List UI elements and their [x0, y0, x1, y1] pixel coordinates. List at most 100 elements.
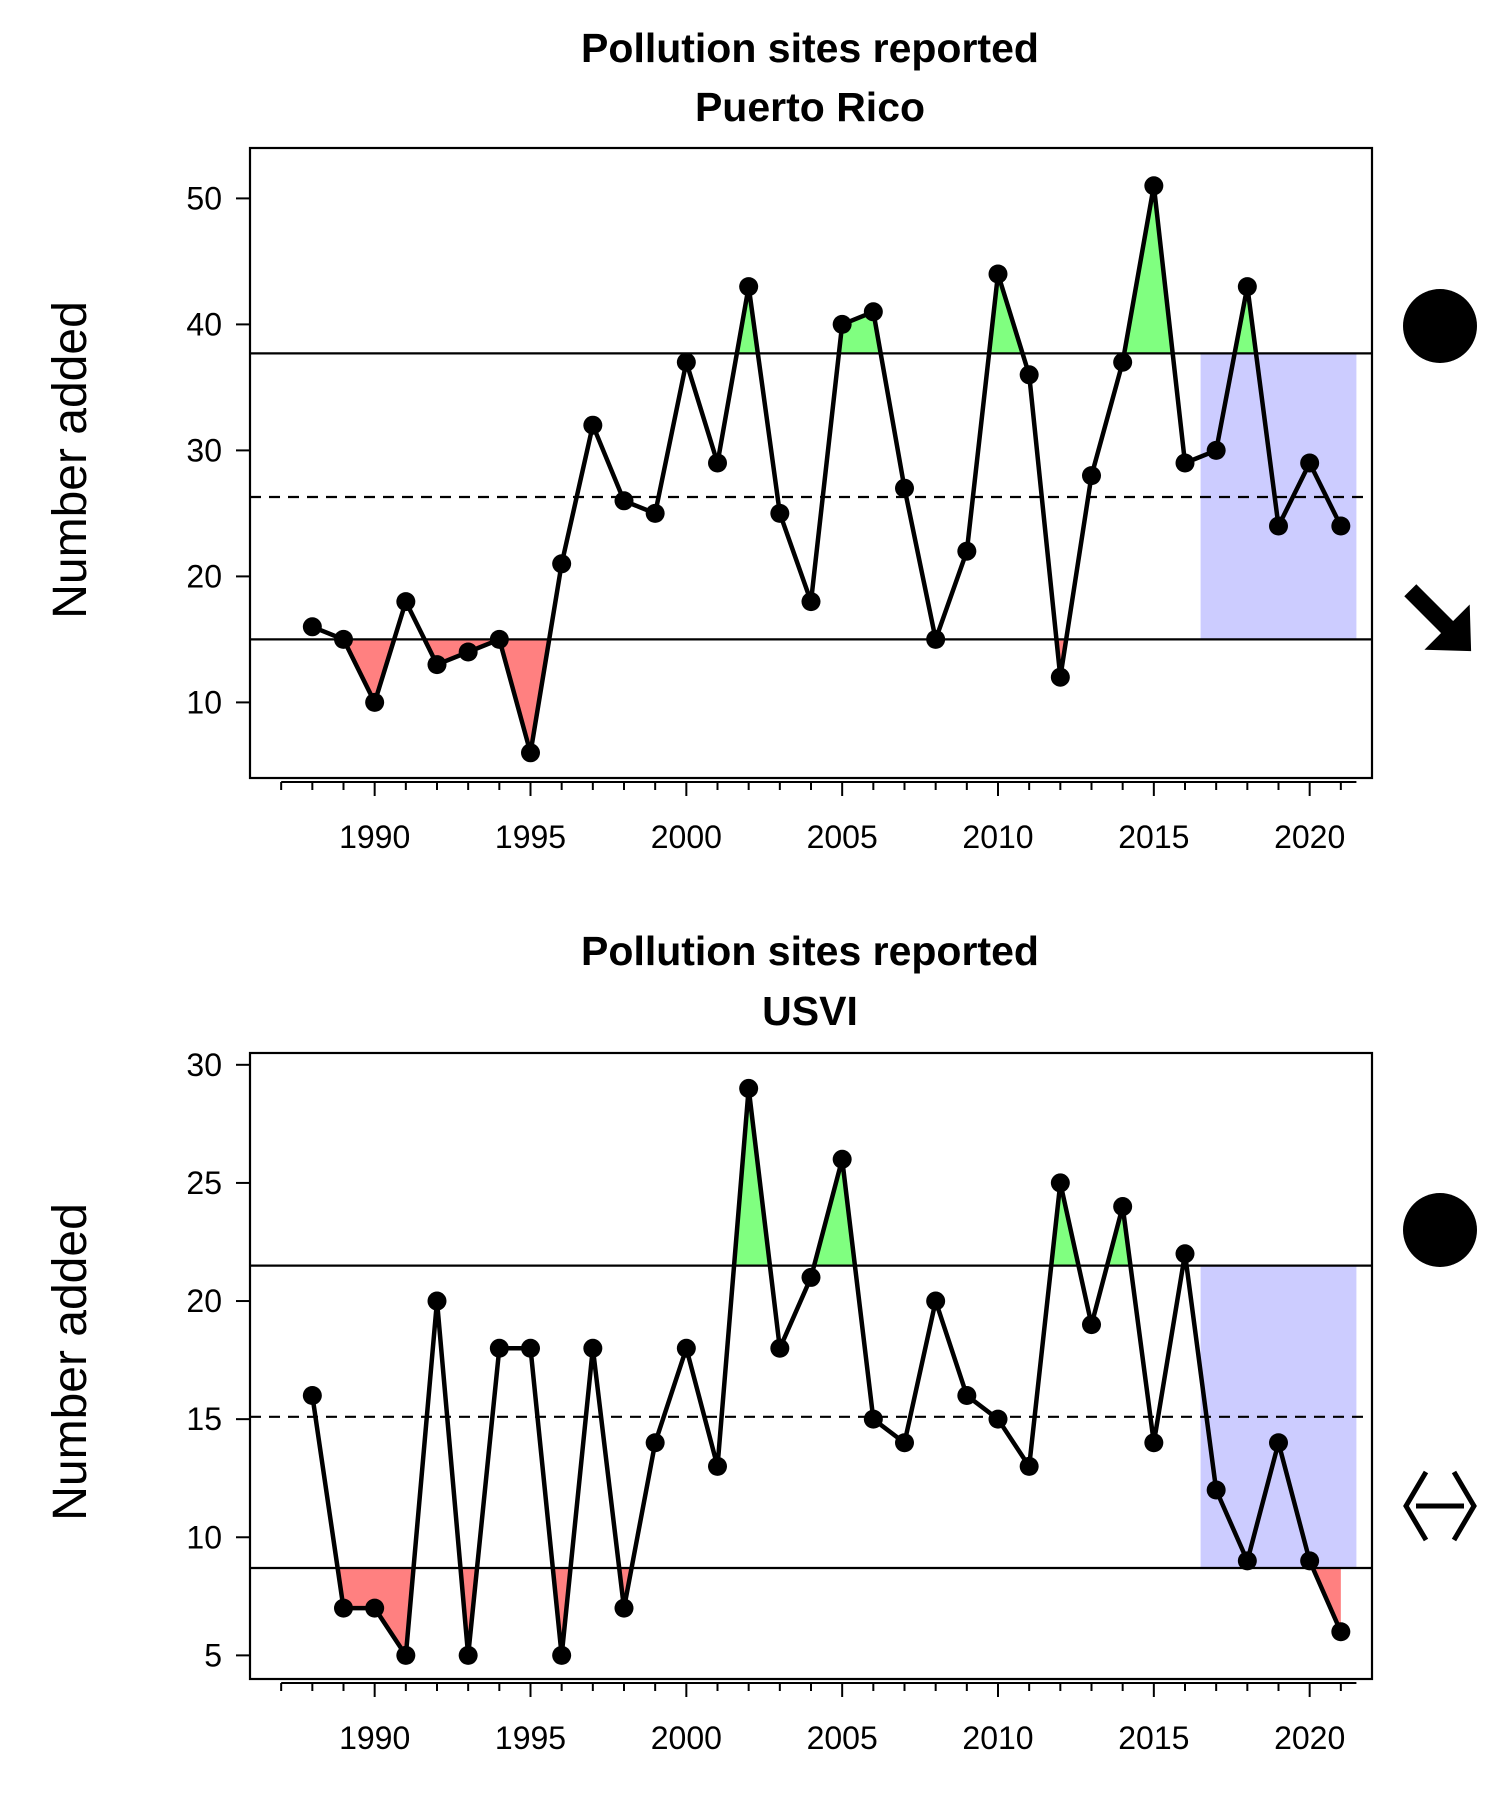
data-point [1050, 1173, 1070, 1193]
y-tick-label: 50 [186, 180, 222, 216]
y-tick-label: 30 [186, 1047, 222, 1083]
data-point [801, 592, 821, 612]
x-tick-label: 2015 [1118, 819, 1189, 855]
chart-subtitle: USVI [762, 988, 858, 1034]
arrow-head-left [1403, 1470, 1429, 1542]
above-upper-sd-region [734, 1088, 770, 1266]
data-point [458, 1645, 478, 1665]
chart-panel-puerto-rico: Pollution sites reported Puerto Rico Num… [44, 25, 1477, 855]
trend-indicator-double-arrow [1403, 1470, 1477, 1542]
data-point [302, 1386, 322, 1406]
data-point [676, 352, 696, 372]
x-axis: 1990 1995 2000 2005 2010 2015 2020 [280, 781, 1357, 855]
data-point [895, 478, 914, 498]
data-point [583, 415, 603, 435]
x-tick-label: 1990 [339, 819, 410, 855]
y-tick-label: 20 [186, 1283, 222, 1319]
plot-area [248, 146, 1374, 780]
data-point [957, 1386, 977, 1406]
x-tick-label: 2005 [807, 819, 878, 855]
data-point [988, 1409, 1008, 1429]
data-point [739, 277, 759, 297]
data-point [708, 453, 727, 473]
y-axis: 5 10 15 20 25 30 [186, 1047, 251, 1673]
x-tick-label: 1990 [339, 1720, 410, 1756]
y-tick-label: 10 [186, 684, 222, 720]
x-tick-label: 2020 [1274, 819, 1345, 855]
above-upper-sd-region [1124, 185, 1173, 354]
data-point [926, 1291, 946, 1311]
data-point [583, 1338, 603, 1358]
x-tick-label: 2020 [1274, 1720, 1345, 1756]
data-point [957, 541, 977, 561]
data-point [1175, 453, 1195, 473]
data-point [396, 592, 416, 612]
data-point [645, 503, 665, 523]
x-tick-label: 2000 [651, 819, 722, 855]
arrow-head [1424, 604, 1472, 652]
data-point [895, 1433, 914, 1453]
data-point [1144, 176, 1164, 196]
below-lower-sd-region [499, 639, 550, 753]
y-tick-label: 30 [186, 432, 222, 468]
data-point [521, 1338, 540, 1358]
data-point [1082, 466, 1101, 486]
y-axis-label: Number added [44, 301, 97, 619]
data-point [1269, 1433, 1288, 1453]
data-point [1331, 516, 1351, 536]
data-point [1206, 1480, 1226, 1500]
y-axis: 10 20 30 40 50 [186, 180, 251, 720]
data-point [302, 617, 322, 637]
data-point [770, 503, 790, 523]
data-point [614, 491, 634, 511]
data-point [427, 655, 447, 675]
y-tick-label: 40 [186, 306, 222, 342]
data-point [1113, 352, 1133, 372]
data-point [1300, 1551, 1320, 1571]
x-tick-label: 2010 [962, 1720, 1033, 1756]
data-point [521, 743, 540, 763]
y-tick-label: 10 [186, 1519, 222, 1555]
above-upper-sd-region [736, 286, 758, 354]
x-tick-label: 2010 [962, 819, 1033, 855]
data-point [832, 1149, 852, 1169]
chart-panel-usvi: Pollution sites reported USVI Number add… [44, 928, 1477, 1756]
chart-title: Pollution sites reported [581, 25, 1039, 71]
data-point [988, 264, 1008, 284]
trend-indicator-circle [1403, 289, 1477, 363]
data-point [1300, 453, 1320, 473]
data-point [1269, 516, 1288, 536]
data-point [1144, 1433, 1164, 1453]
data-point [552, 554, 572, 574]
data-point [1237, 1551, 1257, 1571]
data-point [739, 1078, 759, 1098]
data-point [365, 1598, 385, 1618]
arrow-head-right [1451, 1470, 1477, 1542]
x-tick-label: 2000 [651, 1720, 722, 1756]
y-tick-label: 25 [186, 1165, 222, 1201]
data-point [832, 314, 852, 334]
x-axis: 1990 1995 2000 2005 2010 2015 2020 [280, 1682, 1357, 1756]
data-point [1082, 1315, 1101, 1335]
data-point [863, 1409, 883, 1429]
data-point [645, 1433, 665, 1453]
data-point [614, 1598, 634, 1618]
plot-area [248, 1051, 1374, 1681]
data-point [1019, 365, 1039, 385]
data-point [1237, 277, 1257, 297]
below-lower-sd-region [337, 1567, 414, 1656]
data-point [770, 1338, 790, 1358]
data-point [552, 1645, 572, 1665]
data-point [334, 1598, 353, 1618]
data-point [458, 642, 478, 662]
x-tick-label: 2005 [807, 1720, 878, 1756]
data-point [334, 629, 353, 649]
x-tick-label: 1995 [495, 819, 566, 855]
data-point [1206, 440, 1226, 460]
y-axis-label: Number added [44, 1203, 97, 1521]
trend-indicator-arrow-down-right [1404, 584, 1472, 652]
chart-title: Pollution sites reported [581, 928, 1039, 974]
series-line [311, 183, 1343, 756]
data-point [801, 1267, 821, 1287]
